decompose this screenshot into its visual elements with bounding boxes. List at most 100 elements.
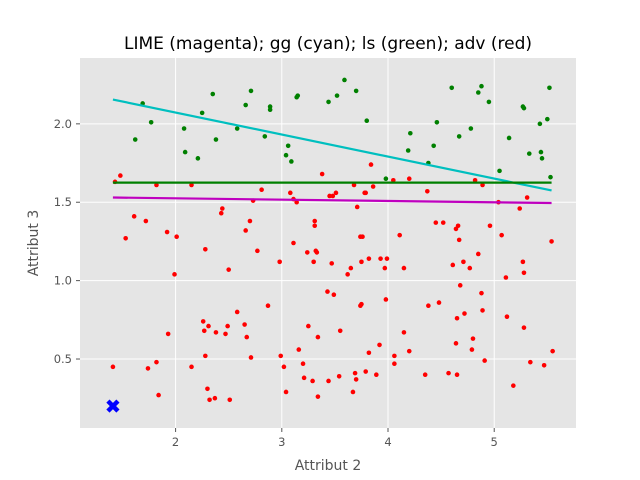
data-point	[300, 361, 306, 367]
data-point	[353, 377, 359, 382]
data-point	[326, 99, 331, 105]
data-point	[301, 375, 307, 381]
data-point	[243, 228, 248, 233]
data-point	[291, 240, 296, 246]
y-axis: 0.5 1.0 1.5 2.0	[54, 117, 80, 366]
data-point	[405, 148, 411, 153]
data-point	[426, 303, 431, 309]
data-point	[164, 229, 170, 235]
data-point	[345, 272, 350, 277]
data-point	[110, 364, 116, 370]
data-point	[195, 156, 201, 161]
data-point	[247, 218, 253, 224]
data-point	[359, 259, 364, 265]
data-point	[304, 250, 310, 255]
data-point	[314, 250, 320, 255]
data-point	[132, 137, 138, 142]
data-point	[234, 309, 240, 315]
data-point	[378, 256, 383, 261]
data-point	[370, 184, 376, 189]
data-point	[289, 159, 294, 164]
plot-area	[80, 58, 576, 428]
data-point	[165, 331, 171, 337]
data-point	[244, 334, 250, 340]
data-point	[350, 389, 356, 395]
data-point	[359, 301, 364, 307]
data-point	[189, 182, 194, 188]
data-point	[469, 347, 475, 352]
data-point	[181, 126, 187, 131]
data-point	[363, 190, 369, 196]
data-point	[425, 188, 430, 194]
data-point	[189, 364, 194, 370]
data-point	[243, 102, 248, 108]
data-point	[479, 83, 484, 89]
data-point	[524, 195, 530, 200]
data-point	[337, 328, 343, 334]
data-point	[348, 265, 354, 271]
data-point	[528, 359, 533, 365]
data-point	[454, 315, 460, 321]
data-point	[456, 134, 462, 139]
x-marker-stroke	[106, 399, 120, 413]
data-point	[547, 85, 552, 91]
data-point	[143, 218, 149, 224]
data-point	[462, 311, 467, 316]
data-point	[454, 372, 460, 377]
data-point	[382, 265, 388, 271]
y-tick-label: 1.5	[54, 195, 72, 209]
data-point	[521, 325, 527, 330]
data-point	[383, 176, 389, 182]
data-point	[401, 330, 407, 335]
data-point	[353, 88, 359, 94]
data-point	[408, 130, 413, 136]
data-point	[262, 134, 268, 139]
data-point	[329, 261, 335, 266]
data-point	[154, 359, 159, 365]
data-point	[206, 323, 211, 329]
data-point	[174, 234, 179, 240]
data-point	[334, 93, 340, 98]
data-point	[336, 373, 342, 379]
data-point	[538, 149, 544, 155]
data-point	[548, 174, 553, 180]
data-point	[526, 151, 532, 156]
data-point	[391, 177, 396, 183]
data-point	[467, 265, 473, 271]
data-point	[248, 88, 254, 94]
x-tick-label: 2	[172, 435, 179, 449]
data-point	[259, 187, 264, 192]
data-point	[352, 370, 358, 376]
data-point	[312, 223, 318, 229]
data-point	[330, 193, 336, 199]
data-point	[377, 342, 382, 348]
data-point	[201, 328, 207, 334]
data-point	[148, 119, 154, 125]
data-point	[351, 182, 357, 188]
data-point	[461, 259, 466, 265]
data-point	[226, 267, 231, 272]
data-point	[326, 378, 331, 384]
data-point	[227, 397, 233, 403]
data-point	[457, 283, 463, 288]
data-point	[255, 248, 260, 254]
data-point	[450, 262, 456, 268]
data-point	[327, 193, 332, 199]
x-tick-label: 4	[384, 435, 391, 449]
data-point	[156, 392, 161, 398]
data-point	[296, 347, 302, 352]
data-point	[550, 348, 555, 354]
data-point	[223, 331, 228, 337]
data-point	[434, 119, 440, 125]
data-point	[436, 300, 442, 305]
data-point	[172, 272, 177, 277]
data-point	[207, 397, 212, 403]
data-point	[310, 378, 315, 384]
data-point	[480, 308, 485, 313]
data-point	[294, 199, 299, 205]
data-point	[295, 93, 301, 98]
data-point	[123, 235, 128, 241]
data-point	[545, 116, 550, 122]
data-point	[521, 105, 527, 111]
